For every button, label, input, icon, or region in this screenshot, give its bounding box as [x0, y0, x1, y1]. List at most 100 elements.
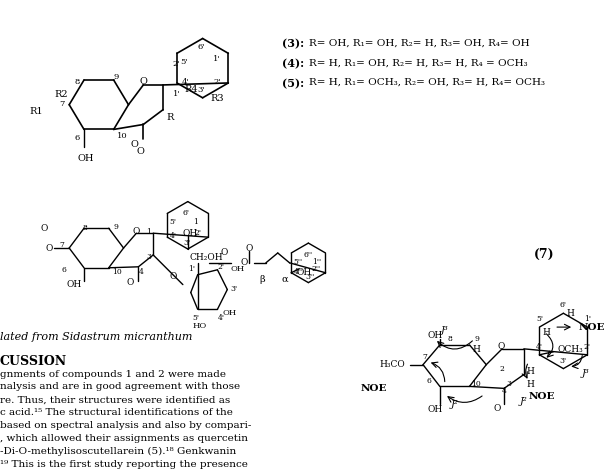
- Text: J²: J²: [451, 400, 459, 409]
- Text: 8: 8: [447, 335, 452, 343]
- Text: O: O: [130, 140, 138, 149]
- Text: OCH₃: OCH₃: [557, 345, 583, 354]
- Text: OH: OH: [77, 154, 94, 163]
- Text: 2': 2': [217, 263, 225, 271]
- Text: R= H, R₁= OH, R₂= H, R₃= H, R₄ = OCH₃: R= H, R₁= OH, R₂= H, R₃= H, R₄ = OCH₃: [309, 58, 528, 67]
- Text: ¹⁹ This is the first study reporting the presence: ¹⁹ This is the first study reporting the…: [0, 460, 248, 469]
- Text: O: O: [136, 147, 144, 156]
- Text: 3': 3': [198, 86, 205, 94]
- Text: OH: OH: [428, 331, 443, 340]
- Text: HO: HO: [192, 322, 207, 330]
- Text: 3: 3: [146, 253, 151, 261]
- Text: re. Thus, their structures were identified as: re. Thus, their structures were identifi…: [0, 395, 230, 404]
- Text: OH: OH: [183, 229, 198, 238]
- Text: R: R: [166, 113, 174, 122]
- Text: 7: 7: [59, 100, 65, 108]
- Text: 2': 2': [214, 78, 221, 86]
- Text: 1'': 1'': [312, 258, 321, 266]
- Text: 9: 9: [475, 335, 480, 343]
- Text: 1': 1': [214, 55, 221, 63]
- Text: α: α: [282, 275, 288, 284]
- Text: 1: 1: [146, 228, 151, 236]
- Text: NOE: NOE: [579, 323, 605, 332]
- Text: 6: 6: [62, 266, 66, 274]
- Text: 7: 7: [59, 241, 64, 249]
- Text: R1: R1: [30, 107, 43, 116]
- Text: 10: 10: [471, 381, 481, 389]
- Text: 1': 1': [173, 90, 181, 98]
- Text: R3: R3: [211, 94, 224, 103]
- Text: OH: OH: [66, 280, 82, 289]
- Text: 4: 4: [138, 268, 143, 276]
- Text: (7): (7): [533, 248, 554, 261]
- Text: R= H, R₁= OCH₃, R₂= OH, R₃= H, R₄= OCH₃: R= H, R₁= OCH₃, R₂= OH, R₃= H, R₄= OCH₃: [309, 78, 546, 87]
- Text: 2': 2': [173, 60, 181, 68]
- Text: O: O: [139, 77, 147, 87]
- Text: O: O: [241, 259, 248, 268]
- Text: (5):: (5):: [282, 78, 304, 89]
- Text: O: O: [498, 342, 505, 351]
- Text: R4: R4: [185, 85, 199, 94]
- Text: O: O: [245, 244, 253, 252]
- Text: 2'': 2'': [312, 265, 321, 273]
- Text: H: H: [543, 327, 551, 337]
- Text: O: O: [126, 278, 133, 287]
- Text: 5': 5': [180, 58, 188, 66]
- Text: 1': 1': [188, 265, 195, 273]
- Text: H₃CO: H₃CO: [379, 360, 405, 369]
- Text: J³: J³: [441, 325, 449, 334]
- Text: 5': 5': [169, 219, 176, 227]
- Text: NOE: NOE: [361, 384, 387, 393]
- Text: 3': 3': [230, 284, 238, 292]
- Text: -Di-O-methylisoscutellarein (5).¹⁸ Genkwanin: -Di-O-methylisoscutellarein (5).¹⁸ Genkw…: [0, 447, 236, 456]
- Text: 4'': 4'': [294, 268, 303, 276]
- Text: 1: 1: [194, 219, 199, 227]
- Text: O: O: [133, 227, 140, 236]
- Text: gnments of compounds 1 and 2 were made: gnments of compounds 1 and 2 were made: [0, 370, 226, 379]
- Text: H: H: [566, 309, 574, 318]
- Text: 9: 9: [114, 223, 119, 231]
- Text: 5'': 5'': [293, 258, 302, 266]
- Text: H: H: [527, 367, 535, 376]
- Text: β: β: [259, 275, 264, 284]
- Text: 10: 10: [117, 132, 127, 140]
- Text: nalysis and are in good agreement with those: nalysis and are in good agreement with t…: [0, 382, 240, 391]
- Text: 4': 4': [217, 314, 225, 322]
- Text: R2: R2: [54, 90, 68, 99]
- Text: O: O: [41, 224, 48, 233]
- Text: c acid.¹⁵ The structural identifications of the: c acid.¹⁵ The structural identifications…: [0, 408, 233, 417]
- Text: H: H: [527, 380, 535, 389]
- Text: (4):: (4):: [282, 58, 304, 69]
- Text: lated from Sidastrum micranthum: lated from Sidastrum micranthum: [0, 332, 192, 342]
- Text: H: H: [473, 345, 481, 354]
- Text: CH₂OH: CH₂OH: [190, 253, 224, 262]
- Text: based on spectral analysis and also by compari-: based on spectral analysis and also by c…: [0, 421, 252, 430]
- Text: J²: J²: [520, 397, 528, 406]
- Text: O: O: [169, 272, 177, 281]
- Text: OH: OH: [222, 309, 237, 317]
- Text: 3'': 3'': [305, 273, 315, 281]
- Text: 3: 3: [507, 381, 512, 389]
- Text: 10: 10: [111, 268, 121, 276]
- Text: CUSSION: CUSSION: [0, 355, 67, 368]
- Text: OH: OH: [428, 405, 443, 414]
- Text: 4: 4: [502, 387, 507, 395]
- Text: 2': 2': [584, 343, 591, 351]
- Text: 2: 2: [499, 365, 504, 373]
- Text: 4': 4': [536, 343, 543, 351]
- Text: 9: 9: [114, 73, 119, 81]
- Text: (3):: (3):: [282, 39, 304, 49]
- Text: 4': 4': [182, 78, 190, 86]
- Text: 8: 8: [74, 78, 80, 86]
- Text: 6'': 6'': [303, 251, 312, 259]
- Text: , which allowed their assignments as quercetin: , which allowed their assignments as que…: [0, 434, 248, 443]
- Text: R= OH, R₁= OH, R₂= H, R₃= OH, R₄= OH: R= OH, R₁= OH, R₂= H, R₃= OH, R₄= OH: [309, 39, 530, 48]
- Text: 1': 1': [584, 315, 591, 323]
- Text: OH: OH: [296, 268, 311, 277]
- Text: OH: OH: [230, 265, 245, 273]
- Text: 6': 6': [560, 301, 567, 309]
- Text: 2': 2': [194, 229, 202, 237]
- Text: 4': 4': [170, 232, 177, 240]
- Text: 6': 6': [183, 210, 190, 218]
- Text: O: O: [220, 249, 228, 258]
